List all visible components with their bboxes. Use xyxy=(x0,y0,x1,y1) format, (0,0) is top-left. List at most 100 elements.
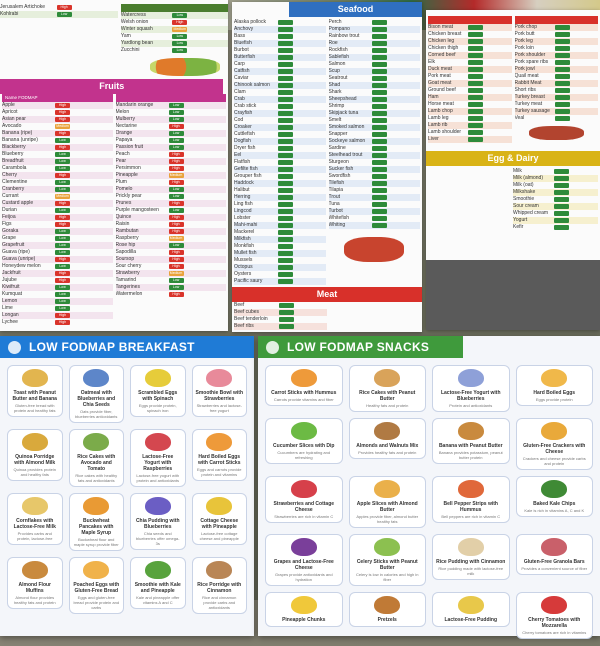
food-card: Rice Cakes with Avocado and Tomato Rice c… xyxy=(68,429,124,487)
food-name: Shad xyxy=(328,82,341,88)
fodmap-badge: Low xyxy=(55,229,71,234)
fodmap-badge xyxy=(372,195,388,200)
fodmap-badge xyxy=(372,146,388,151)
food-name: Yardlong bean xyxy=(120,40,154,46)
food-name: Elk xyxy=(428,59,435,65)
table-row: Mandarin orange Low xyxy=(115,102,226,109)
fodmap-badge xyxy=(372,90,388,95)
card-title: Banana with Peanut Butter xyxy=(438,443,503,449)
fodmap-badge: High xyxy=(168,159,184,164)
food-card: Almonds and Walnuts Mix Provides healthy … xyxy=(348,418,426,459)
food-illustration-icon xyxy=(83,433,110,451)
food-name: Pineapple xyxy=(115,172,138,178)
table-row: Chicken breast xyxy=(428,31,512,38)
card-title: Carrot Sticks with Hummus xyxy=(271,390,337,396)
table-row: Pork shoulder xyxy=(514,52,598,59)
fodmap-badge xyxy=(277,258,293,263)
fodmap-badge xyxy=(277,139,293,144)
food-name: Dryer fish xyxy=(234,145,256,151)
table-row: Alaska pollock xyxy=(234,19,326,26)
fodmap-badge xyxy=(554,60,570,65)
food-name: Jujube xyxy=(2,277,17,283)
food-card: Smoothie Bowl with Strawberries Strawberr… xyxy=(191,365,247,417)
food-name: Eel xyxy=(234,152,242,158)
fodmap-badge xyxy=(554,88,570,93)
table-row: Shark xyxy=(329,89,421,96)
fodmap-badge xyxy=(277,195,293,200)
food-name: Sucker fish xyxy=(328,166,354,172)
card-title: Chia Pudding with Blueberries xyxy=(135,518,180,530)
table-row: Blackberry High xyxy=(2,144,113,151)
table-row: Pear High xyxy=(115,158,226,165)
food-name: Bluefish xyxy=(234,40,252,46)
card-title: Pretzels xyxy=(377,617,397,623)
table-row: Rambutan High xyxy=(115,228,226,235)
food-name: Sour cream xyxy=(513,203,539,209)
table-row: Tuna xyxy=(329,201,421,208)
food-name: Chicken breast xyxy=(428,31,462,37)
fodmap-badge xyxy=(554,109,570,114)
fodmap-badge xyxy=(554,32,570,37)
table-row: Tangerines Low xyxy=(115,284,226,291)
food-illustration-icon xyxy=(83,369,110,387)
fodmap-badge xyxy=(468,32,484,37)
card-title: Smoothie with Kale and Pineapple xyxy=(134,582,181,594)
table-row: Liver xyxy=(428,136,512,143)
fodmap-badge: Low xyxy=(55,166,71,171)
card-title: Rice Cakes with Avocado and Tomato xyxy=(77,454,116,472)
food-card: Hard Boiled Eggs with Carrot Sticks Eggs … xyxy=(191,429,247,481)
fodmap-badge xyxy=(372,97,388,102)
fodmap-badge xyxy=(468,81,484,86)
fodmap-badge: Low xyxy=(168,208,184,213)
fodmap-badge xyxy=(277,188,293,193)
fodmap-badge: High xyxy=(55,131,71,136)
fodmap-badge xyxy=(372,20,388,25)
food-illustration-icon xyxy=(144,433,171,451)
table-row: Banana (unripe) Low xyxy=(2,137,113,144)
table-row: Beef xyxy=(234,302,327,309)
table-row: Scup xyxy=(328,68,420,75)
table-row: Milk (almond) xyxy=(513,175,598,182)
food-illustration-icon xyxy=(457,538,484,556)
food-illustration-icon xyxy=(144,561,171,579)
food-name: Chicken leg xyxy=(428,38,455,44)
table-row: Tamarind Low xyxy=(116,277,227,284)
fodmap-badge xyxy=(372,174,388,179)
table-row: Mulberry Low xyxy=(115,116,226,123)
card-description: Provides a convenient source of fiber xyxy=(521,566,588,571)
table-row: Guava (ripe) Low xyxy=(2,249,113,256)
fodmap-badge: High xyxy=(168,152,184,157)
card-description: Quinoa provides protein and healthy fats xyxy=(13,467,56,477)
food-illustration-icon xyxy=(206,561,233,579)
fodmap-badge: High xyxy=(55,278,71,283)
table-row: Sour cream xyxy=(513,203,598,210)
vegetables-illustration xyxy=(150,58,220,76)
fodmap-badge: Low xyxy=(55,285,71,290)
food-name: Octopus xyxy=(234,264,253,270)
food-name: Apple xyxy=(2,102,15,108)
fodmap-badge xyxy=(278,317,294,322)
food-name: Rainbow trout xyxy=(328,33,360,39)
table-row: Chicken leg xyxy=(428,38,512,45)
food-name: Watermelon xyxy=(115,291,143,297)
food-name: Lemon xyxy=(2,298,18,304)
seafood-chart: Seafood Alaska pollock Anchovy Bass Bluefis… xyxy=(232,2,422,332)
card-description: Almond flour provides healthy fats and p… xyxy=(13,595,56,605)
card-description: Protein and antioxidants xyxy=(449,403,493,408)
food-name: Milk (almond) xyxy=(513,175,544,181)
food-illustration-icon xyxy=(374,596,401,614)
table-row: Sablefish xyxy=(328,54,420,61)
food-name: Beef tenderloin xyxy=(234,316,268,322)
food-name: Pear xyxy=(115,158,127,164)
fodmap-badge: High xyxy=(168,215,184,220)
food-illustration-icon xyxy=(374,480,401,498)
food-name: Prunes xyxy=(115,200,132,206)
food-name: Veal xyxy=(514,115,525,121)
food-illustration-icon xyxy=(457,369,484,387)
fodmap-badge: High xyxy=(55,110,71,115)
table-row: Pacific saury xyxy=(234,278,326,285)
table-row: Skipjack tuna xyxy=(328,110,420,117)
card-description: Chia seeds and blueberries offer omega-3… xyxy=(135,531,180,546)
table-row: Cuttlefish xyxy=(234,131,326,138)
table-row: Ling fish xyxy=(234,201,326,208)
